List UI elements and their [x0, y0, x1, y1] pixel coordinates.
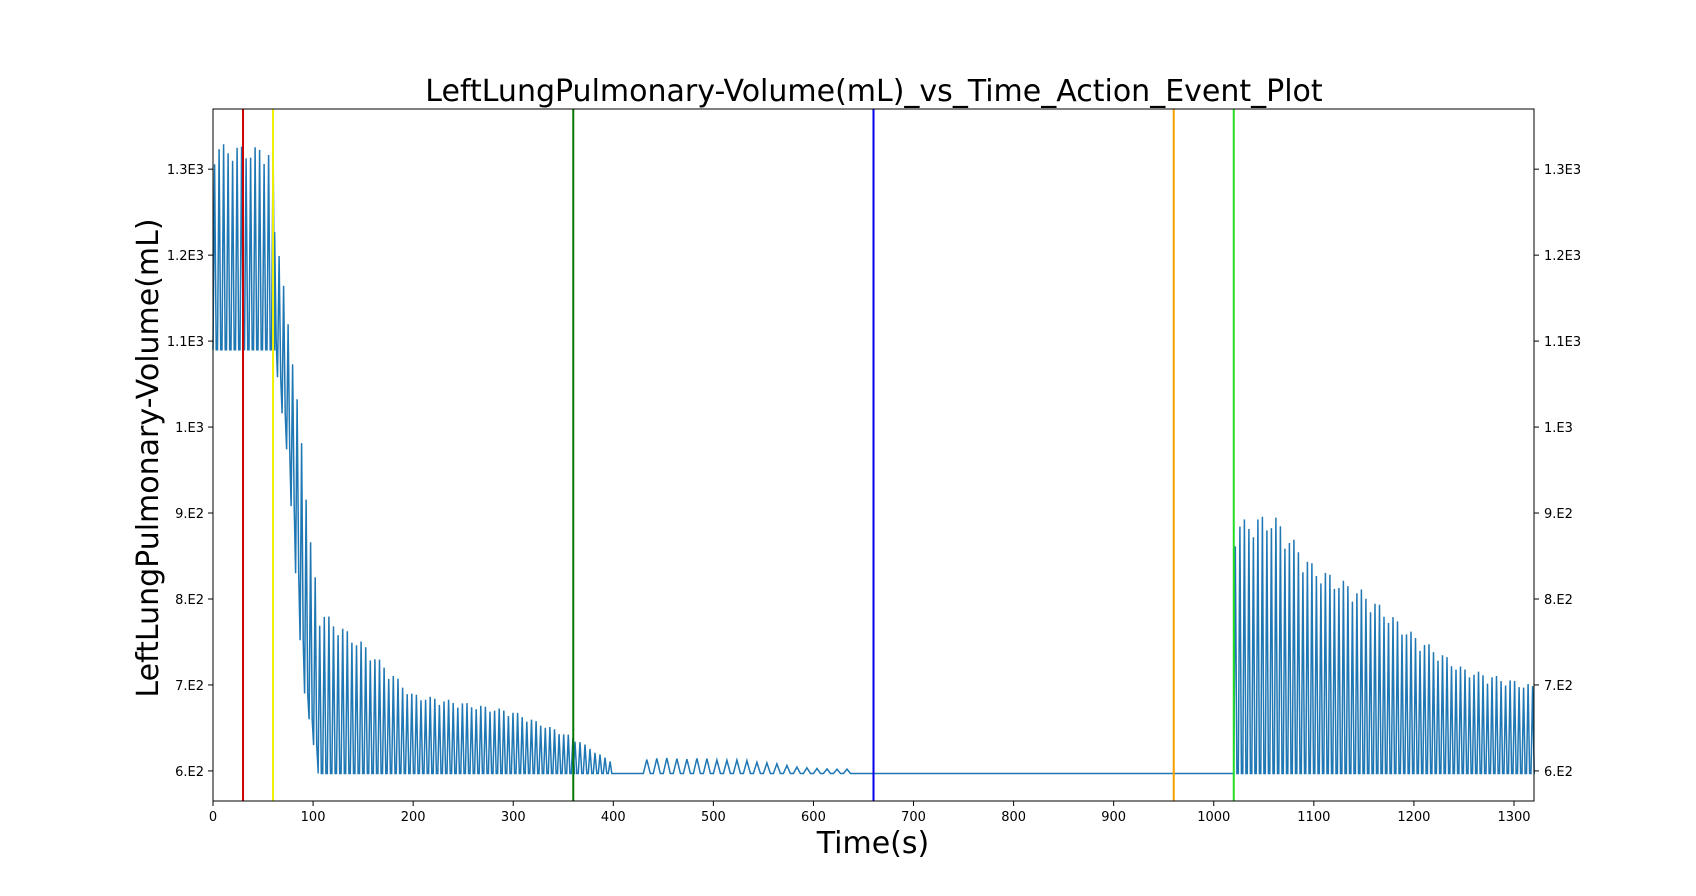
x-tick-label: 700 — [901, 810, 926, 825]
y-tick-label-left: 1.3E3 — [167, 163, 204, 178]
y-tick-label-right: 9.E2 — [1544, 507, 1573, 522]
x-axis: 0 100 200 300 400 500 600 700 800 900 1000 1100 1200… — [209, 801, 1531, 825]
y-tick-label-right: 1.2E3 — [1544, 249, 1581, 264]
y-tick-label-left: 1.1E3 — [167, 335, 204, 350]
x-tick-label: 500 — [701, 810, 726, 825]
x-tick-label: 400 — [601, 810, 626, 825]
y-tick-label-left: 7.E2 — [175, 679, 204, 694]
event-lines — [242, 109, 1235, 801]
x-tick-label: 1300 — [1497, 810, 1530, 825]
y-tick-label-left: 9.E2 — [175, 507, 204, 522]
plot-frame — [212, 108, 1535, 802]
y-tick-label-right: 6.E2 — [1544, 765, 1573, 780]
y-tick-label-left: 1.2E3 — [167, 249, 204, 264]
y-tick-label-left: 8.E2 — [175, 593, 204, 608]
y-axis-left: 6.E2 7.E2 8.E2 9.E2 1.E3 1.1E3 1.2E3 1.3E3 — [167, 163, 213, 780]
series-layer — [212, 144, 1535, 775]
x-tick-label: 1100 — [1297, 810, 1330, 825]
y-axis-right: 6.E2 7.E2 8.E2 9.E2 1.E3 1.1E3 1.2E3 1.3E3 — [1534, 163, 1581, 780]
x-tick-label: 300 — [501, 810, 526, 825]
y-tick-label-right: 1.1E3 — [1544, 335, 1581, 350]
x-tick-label: 0 — [209, 810, 217, 825]
x-tick-label: 900 — [1101, 810, 1126, 825]
x-axis-label: Time(s) — [816, 826, 929, 861]
chart-title: LeftLungPulmonary-Volume(mL)_vs_Time_Act… — [425, 74, 1323, 109]
x-tick-label: 1200 — [1397, 810, 1430, 825]
x-tick-label: 800 — [1001, 810, 1026, 825]
y-tick-label-left: 6.E2 — [175, 765, 204, 780]
y-tick-label-right: 8.E2 — [1544, 593, 1573, 608]
y-tick-label-right: 1.E3 — [1544, 421, 1573, 436]
y-tick-label-left: 1.E3 — [175, 421, 204, 436]
x-tick-label: 600 — [801, 810, 826, 825]
y-axis-label: LeftLungPulmonary-Volume(mL) — [131, 218, 166, 697]
y-tick-label-right: 1.3E3 — [1544, 163, 1581, 178]
y-tick-label-right: 7.E2 — [1544, 679, 1573, 694]
x-tick-label: 100 — [301, 810, 326, 825]
x-tick-label: 1000 — [1197, 810, 1230, 825]
series-line — [212, 144, 1535, 775]
x-tick-label: 200 — [401, 810, 426, 825]
